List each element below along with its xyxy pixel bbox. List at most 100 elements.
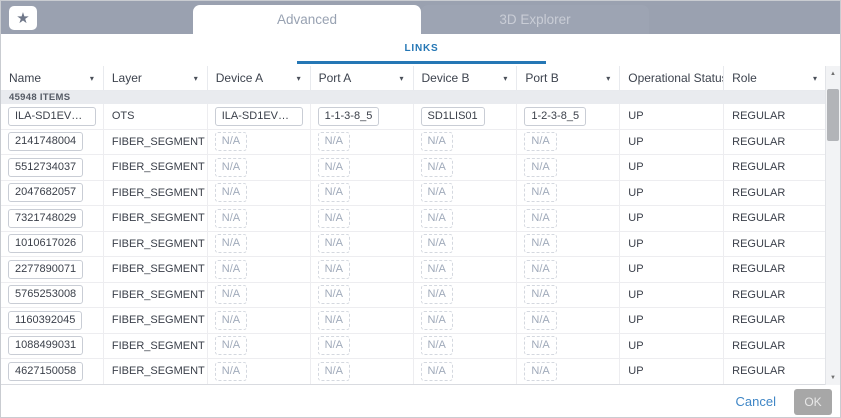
name-value-box[interactable]: 2141748004	[8, 132, 84, 152]
device-a-value-box[interactable]: N/A	[214, 361, 248, 381]
port-b-value-box[interactable]: N/A	[524, 361, 557, 381]
name-value-box[interactable]: 7321748029	[8, 208, 84, 228]
column-header-device-a[interactable]: Device A ▾	[208, 66, 311, 90]
device-a-value-box[interactable]: N/A	[214, 183, 248, 203]
port-b-value-box[interactable]: N/A	[524, 183, 557, 203]
name-value-box[interactable]: 1088499031	[8, 336, 84, 356]
chevron-down-icon[interactable]: ▾	[296, 73, 301, 83]
cell-name: 2141748004	[1, 129, 104, 154]
chevron-down-icon[interactable]: ▾	[606, 73, 611, 83]
port-a-value-box[interactable]: N/A	[317, 361, 350, 381]
cancel-button[interactable]: Cancel	[735, 394, 776, 409]
port-b-value-box[interactable]: N/A	[524, 208, 557, 228]
table-row[interactable]: 7321748029 FIBER_SEGMENT N/A N/A N/A N/A…	[1, 206, 826, 232]
device-b-value-box[interactable]: N/A	[420, 132, 453, 152]
vertical-scrollbar[interactable]: ▲ ▼	[825, 66, 840, 385]
device-a-value-box[interactable]: N/A	[214, 285, 248, 305]
port-b-value-box[interactable]: N/A	[524, 157, 557, 177]
device-a-value-box[interactable]: N/A	[214, 208, 248, 228]
device-a-value-box[interactable]: N/A	[214, 336, 248, 356]
name-value-box[interactable]: 2047682057	[8, 183, 84, 203]
device-b-value-box[interactable]: N/A	[420, 361, 453, 381]
cell-device-a: N/A	[208, 359, 311, 384]
cell-device-b: N/A	[414, 308, 518, 333]
device-b-value-box[interactable]: N/A	[420, 183, 453, 203]
scroll-down-icon[interactable]: ▼	[830, 374, 836, 381]
cell-device-b: N/A	[414, 282, 518, 307]
name-value-box[interactable]: ILA-SD1EVO01-S...	[8, 106, 96, 126]
port-a-value-box[interactable]: N/A	[317, 285, 350, 305]
tab-3d-explorer[interactable]: 3D Explorer	[421, 5, 649, 34]
port-a-value-box[interactable]: N/A	[317, 336, 350, 356]
port-b-value-box[interactable]: N/A	[524, 336, 557, 356]
table-row[interactable]: 5512734037 FIBER_SEGMENT N/A N/A N/A N/A…	[1, 155, 826, 181]
column-header-operational-status[interactable]: Operational Status ▾	[620, 66, 725, 90]
device-a-value-box[interactable]: N/A	[214, 310, 248, 330]
port-a-value-box[interactable]: N/A	[317, 310, 350, 330]
port-a-value-box[interactable]: N/A	[317, 132, 350, 152]
device-a-value-box[interactable]: N/A	[214, 259, 248, 279]
operational-status-value: UP	[620, 155, 725, 180]
device-b-value-box[interactable]: SD1LIS01	[420, 106, 485, 126]
port-a-value-box[interactable]: N/A	[317, 183, 350, 203]
device-b-value-box[interactable]: N/A	[420, 208, 453, 228]
table-row[interactable]: 1160392045 FIBER_SEGMENT N/A N/A N/A N/A…	[1, 308, 826, 334]
cell-name: 1088499031	[1, 333, 104, 358]
port-a-value-box[interactable]: N/A	[317, 157, 350, 177]
device-a-value-box[interactable]: N/A	[214, 234, 248, 254]
name-value-box[interactable]: 1160392045	[8, 310, 83, 330]
port-b-value-box[interactable]: N/A	[524, 234, 557, 254]
cell-device-a: N/A	[208, 155, 311, 180]
name-value-box[interactable]: 4627150058	[8, 361, 84, 381]
device-a-value-box[interactable]: N/A	[214, 157, 248, 177]
port-b-value-box[interactable]: 1-2-3-8_5	[524, 106, 587, 126]
column-header-layer[interactable]: Layer ▾	[104, 66, 208, 90]
port-b-value-box[interactable]: N/A	[524, 310, 557, 330]
port-b-value-box[interactable]: N/A	[524, 285, 557, 305]
port-b-value-box[interactable]: N/A	[524, 259, 557, 279]
chevron-down-icon[interactable]: ▾	[812, 73, 817, 83]
device-b-value-box[interactable]: N/A	[420, 336, 453, 356]
table-row[interactable]: ILA-SD1EVO01-S... OTS ILA-SD1EVO01-S... …	[1, 104, 826, 130]
port-a-value-box[interactable]: N/A	[317, 234, 350, 254]
table-row[interactable]: 2277890071 FIBER_SEGMENT N/A N/A N/A N/A…	[1, 257, 826, 283]
name-value-box[interactable]: 2277890071	[8, 259, 84, 279]
table-body: ILA-SD1EVO01-S... OTS ILA-SD1EVO01-S... …	[1, 104, 826, 384]
port-a-value-box[interactable]: 1-1-3-8_5	[317, 106, 380, 126]
device-a-value-box[interactable]: N/A	[214, 132, 248, 152]
name-value-box[interactable]: 5512734037	[8, 157, 84, 177]
column-header-port-a[interactable]: Port A ▾	[311, 66, 414, 90]
device-b-value-box[interactable]: N/A	[420, 157, 453, 177]
port-a-value-box[interactable]: N/A	[317, 259, 350, 279]
device-b-value-box[interactable]: N/A	[420, 285, 453, 305]
column-header-device-b[interactable]: Device B ▾	[414, 66, 518, 90]
scroll-up-icon[interactable]: ▲	[830, 70, 836, 77]
column-header-port-b[interactable]: Port B ▾	[517, 66, 621, 90]
table-row[interactable]: 4627150058 FIBER_SEGMENT N/A N/A N/A N/A…	[1, 359, 826, 384]
tab-links[interactable]: LINKS	[404, 43, 439, 54]
scrollbar-thumb[interactable]	[827, 89, 839, 141]
device-a-value-box[interactable]: ILA-SD1EVO01-S...	[214, 106, 303, 126]
device-b-value-box[interactable]: N/A	[420, 234, 453, 254]
favorite-button[interactable]: ★	[9, 6, 37, 30]
column-header-name[interactable]: Name ▾	[1, 66, 104, 90]
column-header-role[interactable]: Role ▾	[724, 66, 826, 90]
table-row[interactable]: 2047682057 FIBER_SEGMENT N/A N/A N/A N/A…	[1, 180, 826, 206]
table-row[interactable]: 1010617026 FIBER_SEGMENT N/A N/A N/A N/A…	[1, 231, 826, 257]
cell-port-a: N/A	[311, 257, 414, 282]
table-row[interactable]: 1088499031 FIBER_SEGMENT N/A N/A N/A N/A…	[1, 333, 826, 359]
chevron-down-icon[interactable]: ▾	[503, 73, 508, 83]
table-row[interactable]: 5765253008 FIBER_SEGMENT N/A N/A N/A N/A…	[1, 282, 826, 308]
device-b-value-box[interactable]: N/A	[420, 259, 453, 279]
chevron-down-icon[interactable]: ▾	[399, 73, 404, 83]
port-a-value-box[interactable]: N/A	[317, 208, 350, 228]
port-b-value-box[interactable]: N/A	[524, 132, 557, 152]
name-value-box[interactable]: 1010617026	[8, 234, 84, 254]
tab-advanced[interactable]: Advanced	[193, 5, 421, 34]
chevron-down-icon[interactable]: ▾	[89, 73, 94, 83]
ok-button[interactable]: OK	[794, 388, 832, 415]
name-value-box[interactable]: 5765253008	[8, 285, 84, 305]
table-row[interactable]: 2141748004 FIBER_SEGMENT N/A N/A N/A N/A…	[1, 129, 826, 155]
device-b-value-box[interactable]: N/A	[420, 310, 453, 330]
chevron-down-icon[interactable]: ▾	[193, 73, 198, 83]
